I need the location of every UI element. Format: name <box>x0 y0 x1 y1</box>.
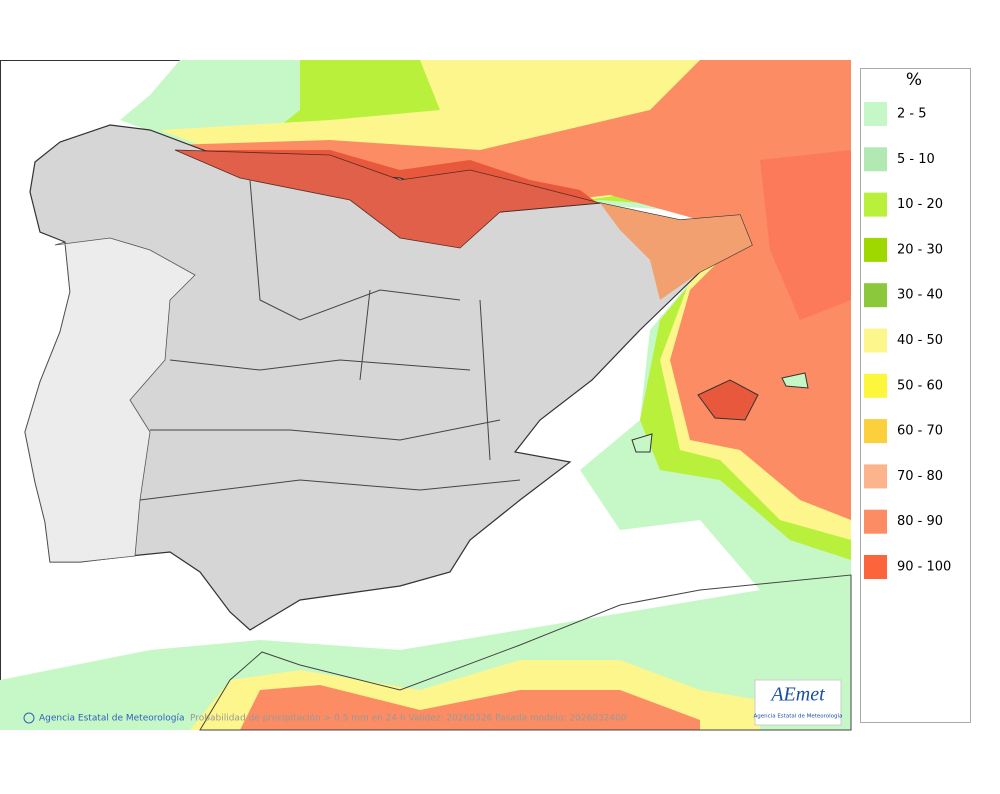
legend-swatch <box>864 237 887 262</box>
precip-area <box>760 150 851 320</box>
island-ibiza <box>631 433 653 453</box>
legend-label: 60 - 70 <box>897 424 943 439</box>
legend-swatch <box>864 147 887 172</box>
legend-swatch <box>864 283 887 308</box>
legend-label: 90 - 100 <box>897 560 951 575</box>
coast-africa <box>199 574 852 731</box>
legend: % 2 - 5 5 - 10 10 - 20 20 - 30 30 - 40 40 - 5… <box>860 68 971 723</box>
copyright-icon <box>23 712 35 724</box>
logo-name: AEmet <box>769 684 825 706</box>
legend-label: 30 - 40 <box>897 288 943 303</box>
legend-label: 20 - 30 <box>897 242 943 257</box>
legend-swatch <box>864 328 887 353</box>
legend-label: 50 - 60 <box>897 378 943 393</box>
island-mallorca <box>697 379 759 421</box>
legend-swatch <box>864 464 887 489</box>
credit-text: Agencia Estatal de Meteorología <box>39 714 185 724</box>
legend-swatch <box>864 509 887 534</box>
land-portugal <box>24 237 196 563</box>
legend-swatch <box>864 192 887 217</box>
legend-swatch <box>864 419 887 444</box>
legend-swatch <box>864 555 887 579</box>
precip-land <box>174 149 601 249</box>
legend-label: 70 - 80 <box>897 469 943 484</box>
legend-label: 40 - 50 <box>897 333 943 348</box>
legend-label: 2 - 5 <box>897 107 927 122</box>
legend-swatch <box>864 102 887 126</box>
logo-box <box>754 679 842 726</box>
legend-label: 10 - 20 <box>897 197 943 212</box>
legend-label: 5 - 10 <box>897 152 935 167</box>
legend-label: 80 - 90 <box>897 514 943 529</box>
region-border <box>139 179 521 501</box>
legend-title: % <box>906 70 922 90</box>
map: Agencia Estatal de Meteorología Probabil… <box>0 60 852 731</box>
island-menorca <box>781 372 809 389</box>
precip-area <box>240 685 700 730</box>
logo-subtitle: Agencia Estatal de Meteorología <box>754 713 843 720</box>
legend-swatch <box>864 373 887 398</box>
caption-text: Probabilidad de precipitación > 0.5 mm e… <box>190 713 627 724</box>
precip-land <box>600 203 752 300</box>
